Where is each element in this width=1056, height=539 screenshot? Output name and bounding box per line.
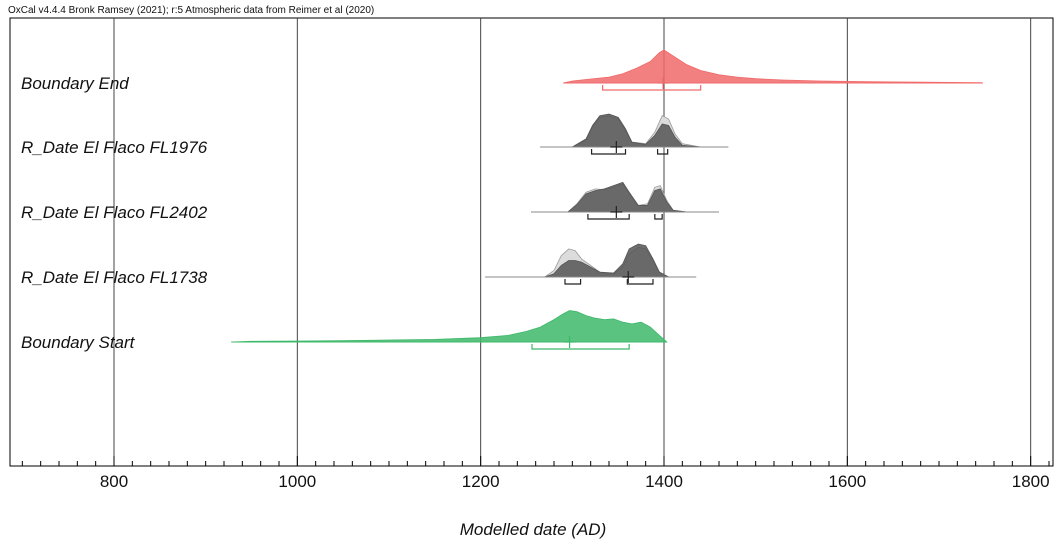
x-tick-label-1400: 1400 xyxy=(645,472,683,491)
range-bracket-boundary-end-0 xyxy=(601,85,702,91)
series-label-boundary-start: Boundary Start xyxy=(21,333,136,352)
range-bracket-r-date-el-flaco-fl2402-0 xyxy=(587,214,630,220)
plot-area xyxy=(9,17,1054,467)
x-axis-title: Modelled date (AD) xyxy=(460,520,606,539)
series-boundary-start: Boundary Start xyxy=(21,310,668,352)
modelled-distribution-r-date-el-flaco-fl1976 xyxy=(540,113,729,148)
x-tick-label-1000: 1000 xyxy=(278,472,316,491)
series-label-r-date-el-flaco-fl1976: R_Date El Flaco FL1976 xyxy=(21,138,208,157)
median-marker-r-date-el-flaco-fl2402 xyxy=(610,206,623,218)
median-marker-boundary-end xyxy=(657,77,670,89)
modelled-distribution-r-date-el-flaco-fl1738 xyxy=(485,243,697,278)
x-tick-label-1200: 1200 xyxy=(462,472,500,491)
series-boundary-end: Boundary End xyxy=(21,49,984,93)
modelled-distribution-boundary-start xyxy=(231,310,668,343)
median-marker-r-date-el-flaco-fl1738 xyxy=(622,271,635,283)
median-marker-r-date-el-flaco-fl1976 xyxy=(610,141,623,153)
range-bracket-r-date-el-flaco-fl1976-1 xyxy=(656,149,669,155)
x-tick-label-1600: 1600 xyxy=(828,472,866,491)
modelled-distribution-boundary-end xyxy=(563,49,984,84)
median-marker-boundary-start xyxy=(563,336,576,348)
range-bracket-r-date-el-flaco-fl1738-1 xyxy=(626,279,654,285)
range-bracket-boundary-start-0 xyxy=(531,344,630,350)
series-r-date-el-flaco-fl2402: R_Date El Flaco FL2402 xyxy=(21,181,719,222)
x-tick-label-800: 800 xyxy=(100,472,128,491)
modelled-distribution-r-date-el-flaco-fl2402 xyxy=(531,181,719,213)
series-r-date-el-flaco-fl1738: R_Date El Flaco FL1738 xyxy=(21,243,697,287)
range-bracket-r-date-el-flaco-fl1976-0 xyxy=(590,149,627,155)
series-label-r-date-el-flaco-fl1738: R_Date El Flaco FL1738 xyxy=(21,268,208,287)
range-bracket-r-date-el-flaco-fl1738-0 xyxy=(564,279,582,285)
chart-header: OxCal v4.4.4 Bronk Ramsey (2021); r:5 At… xyxy=(8,5,374,16)
series-label-boundary-end: Boundary End xyxy=(21,74,129,93)
x-tick-label-1800: 1800 xyxy=(1012,472,1050,491)
series-r-date-el-flaco-fl1976: R_Date El Flaco FL1976 xyxy=(21,113,729,157)
range-bracket-r-date-el-flaco-fl2402-1 xyxy=(654,214,663,220)
series-label-r-date-el-flaco-fl2402: R_Date El Flaco FL2402 xyxy=(21,203,208,222)
